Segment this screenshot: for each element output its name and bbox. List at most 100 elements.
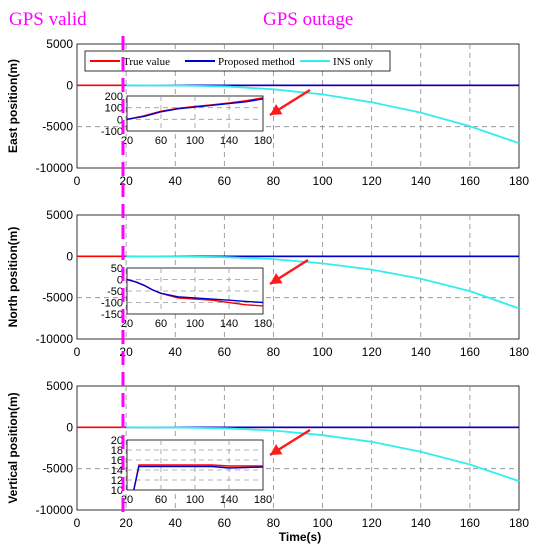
- x-axis-label: Time(s): [279, 530, 321, 544]
- inset-y-tick-label: 0: [117, 275, 123, 287]
- inset-y-tick-label: 10: [111, 485, 123, 497]
- panel-y-tick-label: 5000: [46, 379, 73, 393]
- callout-arrow: [269, 428, 311, 457]
- inset-series-line-proposed: [126, 278, 264, 304]
- inset-y-tick-label: -100: [101, 298, 123, 310]
- panel-x-tick-label: 180: [509, 174, 529, 188]
- inset-x-tick-label: 140: [220, 318, 238, 330]
- inset-y-tick-label: -150: [101, 309, 123, 321]
- panel-x-tick-label: 0: [74, 174, 81, 188]
- panel-x-tick-label: 40: [169, 174, 183, 188]
- callout-arrow: [269, 88, 311, 117]
- panel-x-tick-label: 20: [119, 516, 133, 530]
- inset-y-tick-label: 50: [111, 263, 123, 275]
- panel-y-tick-label: 5000: [46, 37, 73, 51]
- inset-y-tick-label: 20: [111, 435, 123, 447]
- inset-x-tick-label: 100: [186, 494, 204, 506]
- panel-y-tick-label: -5000: [42, 291, 73, 305]
- panels: 0 20 40 60 80 100 120 140 160 180-10000-500005000…: [6, 37, 529, 530]
- legend-box: [84, 50, 391, 72]
- panel-x-tick-label: 120: [362, 345, 382, 359]
- inset-x-tick-label: 60: [155, 135, 167, 147]
- callout-arrow-head: [270, 104, 283, 115]
- inset-y-tick-label: 0: [117, 114, 123, 126]
- panel-x-tick-label: 60: [218, 174, 232, 188]
- inset-y-tick-label: 12: [111, 475, 123, 487]
- panel-x-tick-label: 140: [411, 345, 431, 359]
- panel-x-tick-label: 100: [313, 516, 333, 530]
- series-line-ins: [126, 426, 520, 482]
- panel-3: 0 20 40 60 80 100 120 140 160 180-10000-500005000…: [6, 379, 529, 530]
- inset-series-line-proposed: [126, 98, 264, 120]
- panel-x-tick-label: 100: [313, 174, 333, 188]
- legend-proposed-method: Proposed method: [218, 56, 295, 68]
- callout-arrow: [269, 258, 309, 286]
- panel-x-tick-label: 160: [460, 516, 480, 530]
- panel-y-tick-label: -5000: [42, 120, 73, 134]
- panel-x-tick-label: 140: [411, 174, 431, 188]
- panel-x-tick-label: 100: [313, 345, 333, 359]
- legend: True value Proposed method INS only: [84, 50, 391, 72]
- panel-y-tick-label: 5000: [46, 208, 73, 222]
- gps-valid-label: GPS valid: [9, 9, 87, 30]
- inset-x-tick-label: 60: [155, 494, 167, 506]
- inset-y-tick-label: -100: [101, 126, 123, 138]
- panel-x-tick-label: 120: [362, 516, 382, 530]
- panel-x-tick-label: 140: [411, 516, 431, 530]
- panel-y-tick-label: 0: [66, 420, 73, 434]
- legend-true-value: True value: [123, 56, 170, 68]
- inset-series-line-proposed: [133, 465, 264, 491]
- series-line-ins: [126, 255, 520, 310]
- inset-y-tick-label: -50: [107, 286, 123, 298]
- panel-x-tick-label: 80: [267, 516, 281, 530]
- inset-x-tick-label: 180: [254, 318, 272, 330]
- inset-y-tick-label: 14: [111, 465, 123, 477]
- panel-x-tick-label: 0: [74, 516, 81, 530]
- y-axis-label: Vertical position(m): [6, 392, 20, 503]
- panel-y-tick-label: -10000: [36, 503, 74, 517]
- inset-x-tick-label: 180: [254, 494, 272, 506]
- panel-x-tick-label: 40: [169, 516, 183, 530]
- inset-x-tick-label: 100: [186, 318, 204, 330]
- y-axis-label: North position(m): [6, 227, 20, 328]
- panel-y-tick-label: 0: [66, 249, 73, 263]
- panel-x-tick-label: 160: [460, 345, 480, 359]
- inset-y-tick-label: 18: [111, 445, 123, 457]
- inset-x-tick-label: 180: [254, 135, 272, 147]
- panel-y-tick-label: 0: [66, 78, 73, 92]
- y-axis-label: East position(m): [6, 59, 20, 153]
- panel-x-tick-label: 40: [169, 345, 183, 359]
- panel-y-tick-label: -10000: [36, 161, 74, 175]
- panel-x-tick-label: 0: [74, 345, 81, 359]
- panel-x-tick-label: 80: [267, 174, 281, 188]
- panel-x-tick-label: 60: [218, 345, 232, 359]
- panel-x-tick-label: 160: [460, 174, 480, 188]
- legend-ins-only: INS only: [333, 56, 374, 68]
- inset-x-tick-label: 100: [186, 135, 204, 147]
- inset-series-line-true: [133, 464, 263, 491]
- panel-x-tick-label: 180: [509, 345, 529, 359]
- panel-y-tick-label: -10000: [36, 332, 74, 346]
- inset-y-tick-label: 200: [105, 91, 123, 103]
- panel-x-tick-label: 60: [218, 516, 232, 530]
- panel-x-tick-label: 20: [119, 345, 133, 359]
- inset-y-tick-label: 16: [111, 455, 123, 467]
- inset-y-tick-label: 100: [105, 103, 123, 115]
- panel-y-tick-label: -5000: [42, 462, 73, 476]
- gps-outage-label: GPS outage: [263, 9, 353, 30]
- panel-x-tick-label: 80: [267, 345, 281, 359]
- series-line-ins: [126, 84, 520, 145]
- panel-x-tick-label: 20: [119, 174, 133, 188]
- panel-x-tick-label: 120: [362, 174, 382, 188]
- callout-arrow-head: [270, 444, 283, 455]
- inset-x-tick-label: 140: [220, 494, 238, 506]
- callout-arrow-head: [270, 273, 283, 284]
- inset-x-tick-label: 140: [220, 135, 238, 147]
- panel-2: 0 20 40 60 80 100 120 140 160 180 -10000 -5000 0 5000…: [6, 208, 529, 359]
- panel-x-tick-label: 180: [509, 516, 529, 530]
- inset-x-tick-label: 60: [155, 318, 167, 330]
